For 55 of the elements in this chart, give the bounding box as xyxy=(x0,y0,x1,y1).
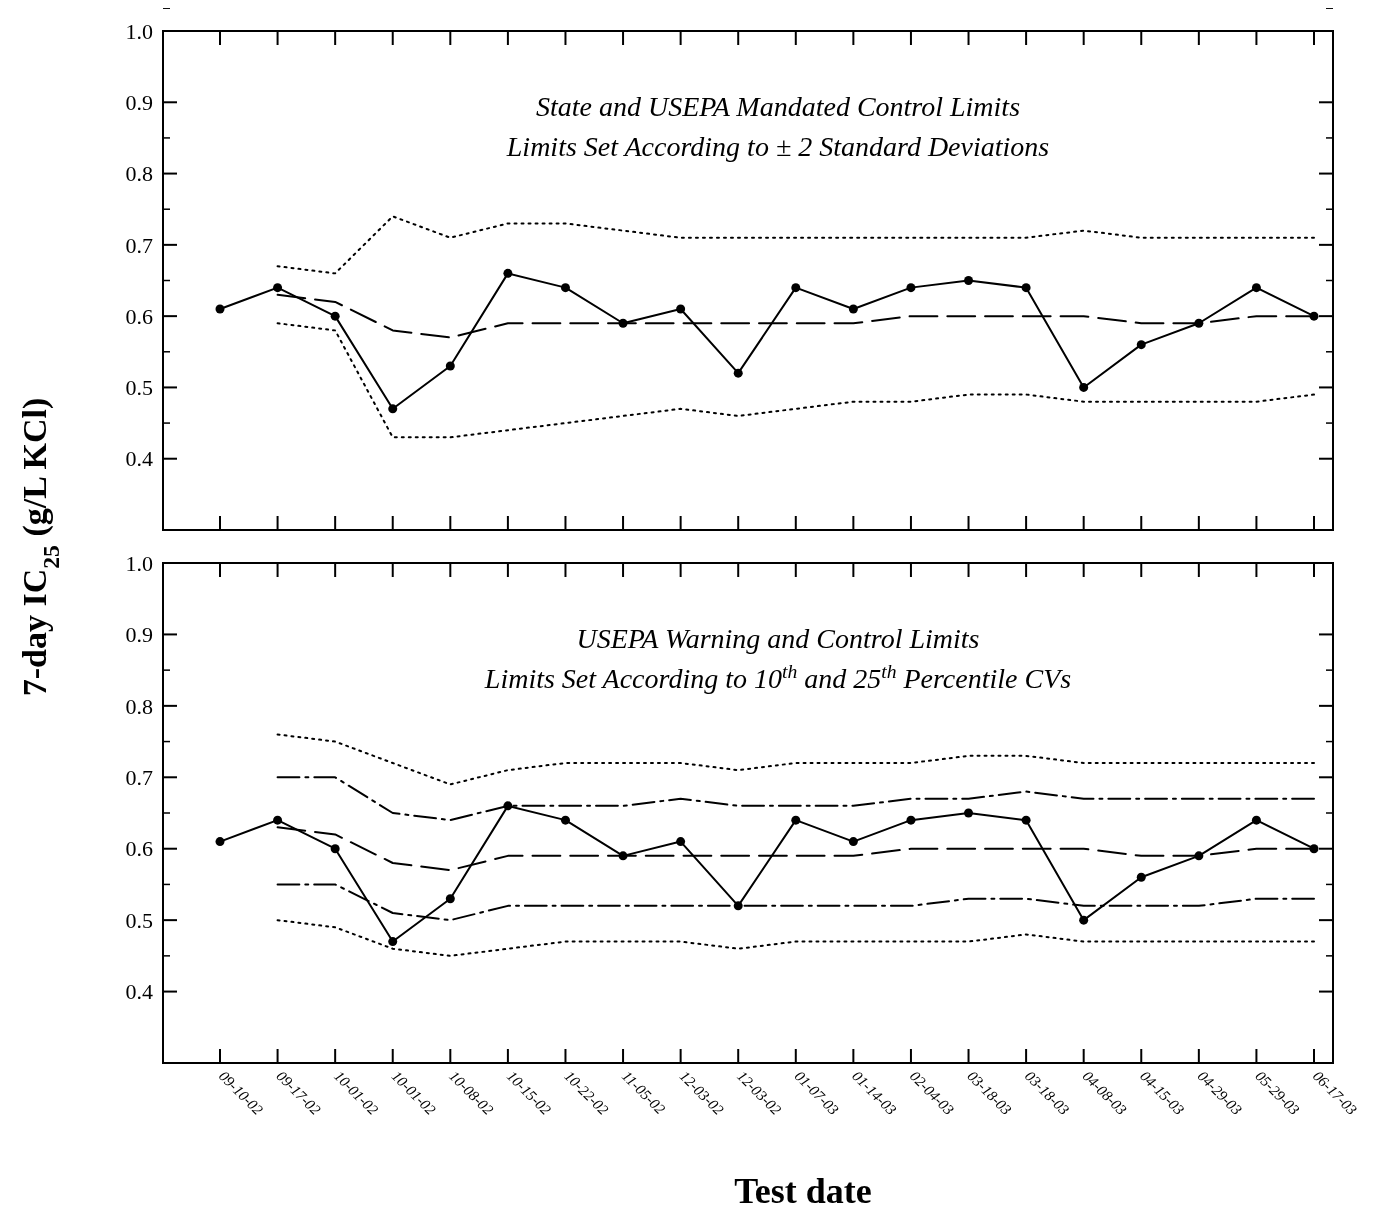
y-tick-label: 0.4 xyxy=(125,446,153,472)
y-tick-label: 0.9 xyxy=(125,622,153,648)
y-tick-label: 0.8 xyxy=(125,161,153,187)
point xyxy=(560,283,570,293)
point xyxy=(215,837,225,847)
y-tick-label: 1.0 xyxy=(125,550,153,576)
y-tick-label: 0.7 xyxy=(125,764,153,790)
text: Limits Set According to ± 2 Standard Deviations xyxy=(505,131,1050,162)
point xyxy=(560,815,570,825)
point xyxy=(964,808,974,818)
point xyxy=(1251,815,1261,825)
point xyxy=(1079,915,1089,925)
y-tick-label: 1.0 xyxy=(125,18,153,44)
point xyxy=(388,404,398,414)
x-axis-title: Test date xyxy=(734,1171,872,1211)
point xyxy=(273,815,283,825)
y-tick-label: 0.9 xyxy=(125,89,153,115)
line-series xyxy=(276,322,1315,439)
point xyxy=(388,937,398,947)
point xyxy=(906,283,916,293)
text: Limits Set According to 10$^{th}$ and 25$^{th}$ Percentile CVs xyxy=(483,660,1072,694)
point xyxy=(215,304,225,314)
point xyxy=(848,837,858,847)
point xyxy=(676,837,686,847)
point xyxy=(791,815,801,825)
point xyxy=(1136,872,1146,882)
y-tick-label: 0.5 xyxy=(125,375,153,401)
point xyxy=(330,844,340,854)
y-tick-label: 0.8 xyxy=(125,693,153,719)
point xyxy=(445,361,455,371)
y-tick-label: 0.6 xyxy=(125,303,153,329)
point xyxy=(445,894,455,904)
point xyxy=(791,283,801,293)
line-series xyxy=(276,215,1315,275)
point xyxy=(733,368,743,378)
y-tick-label: 0.4 xyxy=(125,979,153,1005)
point xyxy=(1079,382,1089,392)
point xyxy=(676,304,686,314)
point xyxy=(1021,283,1031,293)
line-series xyxy=(276,919,1315,957)
y-tick-label: 0.5 xyxy=(125,907,153,933)
point xyxy=(964,276,974,285)
text: USEPA Warning and Control Limits xyxy=(576,623,980,654)
point xyxy=(330,311,340,321)
text: State and USEPA Mandated Control Limits xyxy=(535,91,1021,122)
point xyxy=(503,268,513,278)
y-tick-label: 0.6 xyxy=(125,836,153,862)
line-series xyxy=(276,733,1315,786)
point xyxy=(906,815,916,825)
y-tick-label: 0.7 xyxy=(125,232,153,258)
point xyxy=(848,304,858,314)
point xyxy=(1251,283,1261,293)
point xyxy=(273,283,283,293)
point xyxy=(1021,815,1031,825)
point xyxy=(1136,340,1146,350)
